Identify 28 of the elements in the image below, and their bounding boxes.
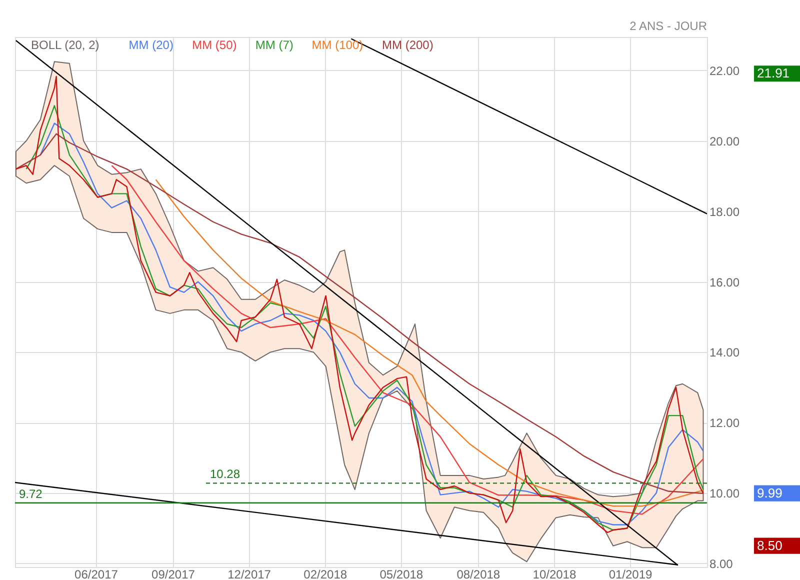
x-tick-label: 12/2017 (228, 568, 272, 580)
x-tick-label: 10/2018 (532, 568, 576, 580)
text: 9.99 (757, 485, 782, 500)
text: MM (100) (312, 38, 364, 52)
text: MM (7) (255, 38, 294, 52)
y-tick-label: 8.00 (710, 556, 734, 571)
y-tick-label: 16.00 (710, 275, 740, 290)
x-tick-label: 02/2018 (304, 568, 348, 580)
y-tick-label: 18.00 (710, 204, 740, 219)
x-tick-label: 09/2017 (152, 568, 196, 580)
x-tick-label: 06/2017 (74, 568, 118, 580)
y-tick-label: 12.00 (710, 416, 740, 430)
text: MM (50) (192, 38, 237, 52)
y-tick-label: 22.00 (710, 64, 740, 78)
y-tick-label: 14.00 (710, 346, 740, 360)
y-tick-label: 20.00 (710, 134, 740, 148)
y-tick-label: 10.00 (710, 486, 740, 501)
legend-label: BOLL (20, 2) (31, 38, 100, 52)
ref-line-label: 9.72 (19, 486, 43, 501)
text: MM (20) (128, 38, 174, 52)
x-tick-label: 01/2019 (608, 568, 653, 580)
x-tick-label: 05/2018 (380, 568, 424, 580)
ref-line-label: 10.28 (210, 467, 240, 482)
text: 8.50 (757, 538, 782, 553)
text: MM (200) (382, 38, 434, 52)
text: 21.91 (757, 66, 790, 81)
text: 2 ANS - JOUR (630, 19, 708, 33)
x-tick-label: 08/2018 (456, 568, 500, 580)
